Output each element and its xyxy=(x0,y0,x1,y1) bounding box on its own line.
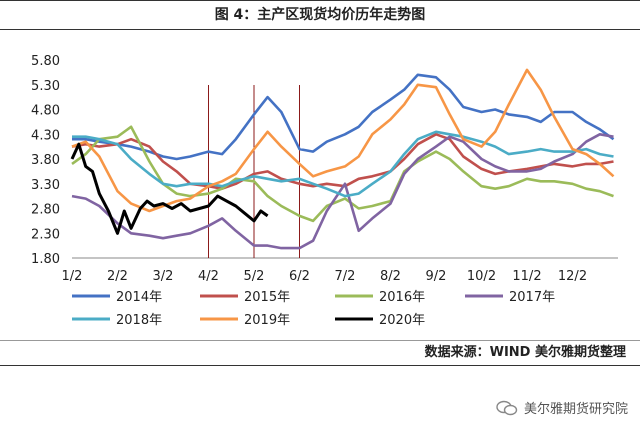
y-tick-label: 4.30 xyxy=(31,128,60,143)
y-tick-label: 1.80 xyxy=(31,252,60,267)
y-tick-label: 4.80 xyxy=(31,104,60,119)
x-tick-label: 8/2 xyxy=(380,269,401,284)
x-tick-label: 12/2 xyxy=(558,269,587,284)
legend-label: 2018年 xyxy=(116,313,162,328)
y-tick-label: 5.30 xyxy=(31,79,60,94)
series-line xyxy=(72,130,614,198)
line-chart: 1.80 2.30 2.80 3.30 3.80 4.30 4.80 5.30 5.80 1/2… xyxy=(31,54,618,328)
series-line xyxy=(72,73,615,161)
vertical-markers xyxy=(208,85,300,258)
legend-label: 2014年 xyxy=(116,290,162,305)
legend-label: 2017年 xyxy=(509,290,555,305)
data-source: 数据来源：WIND 美尔雅期货整理 xyxy=(0,340,640,366)
series-line xyxy=(71,68,615,213)
x-tick-label: 6/2 xyxy=(289,269,310,284)
y-tick-label: 5.80 xyxy=(31,54,60,69)
legend-label: 2015年 xyxy=(244,290,290,305)
y-tick-label: 2.80 xyxy=(31,203,60,218)
x-tick-label: 10/2 xyxy=(467,269,496,284)
x-tick-label: 9/2 xyxy=(426,269,447,284)
wechat-icon xyxy=(496,400,518,415)
x-tick-label: 3/2 xyxy=(153,269,174,284)
y-axis: 1.80 2.30 2.80 3.30 3.80 4.30 4.80 5.30 5.80 xyxy=(31,54,60,267)
y-tick-label: 3.30 xyxy=(31,178,60,193)
legend-label: 2016年 xyxy=(379,290,425,305)
series-line xyxy=(71,133,614,250)
x-axis: 1/2 2/2 3/2 4/2 5/2 6/2 7/2 8/2 9/2 10/2 11/2 12/2 xyxy=(62,257,618,284)
legend-label: 2020年 xyxy=(379,313,425,328)
watermark-text: 美尔雅期货研究院 xyxy=(523,402,628,417)
x-tick-label: 1/2 xyxy=(62,269,83,284)
series-line xyxy=(70,142,269,235)
legend-label: 2019年 xyxy=(244,313,290,328)
x-tick-label: 5/2 xyxy=(244,269,265,284)
y-tick-label: 3.80 xyxy=(31,153,60,168)
legend: 2014年 2015年 2016年 2017年 2018年 2019年 2020年 xyxy=(72,290,555,328)
x-tick-label: 2/2 xyxy=(107,269,128,284)
watermark: 美尔雅期货研究院 xyxy=(496,398,628,417)
chart-title: 图 4：主产区现货均价历年走势图 xyxy=(0,0,640,30)
x-tick-label: 4/2 xyxy=(198,269,219,284)
x-tick-label: 11/2 xyxy=(512,269,541,284)
series-lines xyxy=(70,68,615,250)
y-tick-label: 2.30 xyxy=(31,227,60,242)
x-tick-label: 7/2 xyxy=(335,269,356,284)
